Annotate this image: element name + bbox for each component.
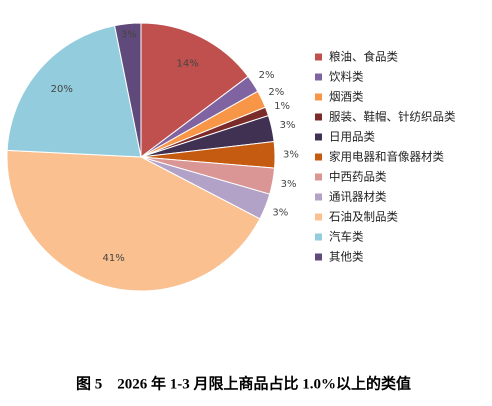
legend-label: 服装、鞋帽、针纺织品类 — [329, 110, 456, 124]
data-label: 3% — [283, 150, 299, 161]
legend-swatch — [315, 233, 322, 241]
legend-swatch — [315, 253, 322, 261]
legend-swatch — [315, 93, 322, 101]
legend-swatch — [315, 73, 322, 81]
data-label: 3% — [281, 179, 297, 190]
legend-label: 汽车类 — [329, 230, 364, 244]
pie-slice — [6, 149, 261, 292]
data-label: 3% — [272, 208, 288, 219]
data-label: 3% — [280, 120, 296, 131]
data-label: 2% — [268, 87, 284, 98]
legend-swatch — [315, 213, 322, 221]
pie-slice — [113, 22, 142, 158]
chart-title: 图 5 2026 年 1-3 月限上商品占比 1.0%以上的类值 — [76, 374, 411, 392]
legend-label: 烟酒类 — [329, 90, 364, 104]
legend-label: 粮油、食品类 — [329, 50, 398, 64]
data-label: 14% — [177, 58, 199, 69]
legend-label: 日用品类 — [329, 130, 375, 144]
legend-label: 中西药品类 — [329, 170, 387, 184]
legend-label: 其他类 — [329, 250, 364, 264]
legend-swatch — [315, 173, 322, 181]
pie-slice — [140, 22, 249, 159]
legend-label: 家用电器和音像器材类 — [329, 150, 444, 164]
legend-label: 石油及制品类 — [329, 210, 398, 224]
pie-slice — [6, 25, 142, 158]
legend-swatch — [315, 153, 322, 161]
legend-swatch — [315, 113, 322, 121]
legend-label: 饮料类 — [329, 70, 364, 84]
data-label: 2% — [259, 70, 275, 81]
legend-swatch — [315, 53, 322, 61]
legend-swatch — [315, 133, 322, 141]
data-label: 1% — [274, 101, 290, 112]
data-label: 41% — [103, 253, 125, 264]
data-label: 20% — [51, 84, 73, 95]
legend-label: 通讯器材类 — [329, 190, 387, 204]
data-label: 3% — [121, 29, 137, 40]
legend-swatch — [315, 193, 322, 201]
